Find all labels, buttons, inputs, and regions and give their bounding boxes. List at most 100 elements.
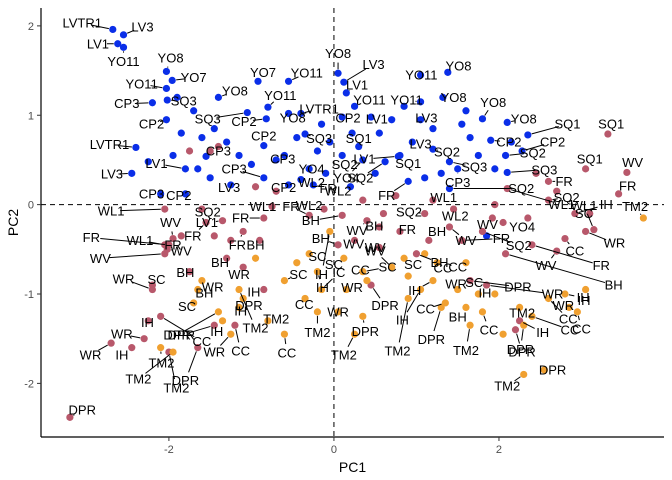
data-point [284,109,293,118]
point-label: TM2 [622,199,648,214]
data-point [157,312,165,320]
data-point [284,181,293,189]
point-label: CC [231,344,250,359]
point-label: BH [195,286,213,301]
label-leader-line [176,78,185,81]
data-point [181,190,190,198]
label-leader-line [318,275,321,280]
data-point [561,234,569,243]
data-point [272,187,280,195]
point-label: IH [316,280,329,295]
data-point [412,250,421,258]
data-point [206,147,214,155]
point-label: YO8 [511,111,537,126]
label-leader-line [90,24,109,30]
data-point [202,218,210,227]
data-point [231,321,239,329]
point-label: CC [559,312,578,327]
point-label: FR [399,222,416,237]
data-point [293,259,301,267]
data-point [144,158,152,166]
label-leader-line [483,315,487,322]
data-point [235,151,243,160]
label-leader-line [358,103,362,106]
point-label: LV3 [131,19,153,34]
data-point [260,142,268,150]
data-point [454,285,462,294]
data-point [416,98,425,106]
point-label: WV [343,236,364,251]
point-label: DPR [507,342,534,357]
point-label: FR [83,230,100,245]
data-point [326,138,334,146]
point-label: FR [319,181,336,196]
data-point [400,254,408,262]
data-point [297,176,305,184]
label-leader-line [242,170,261,178]
y-tick-label: 0 [28,200,34,212]
data-point [342,89,350,97]
point-label: WR [113,271,135,286]
data-point [161,205,169,213]
data-point [163,96,171,104]
label-leader-line [240,293,253,320]
data-point [148,99,156,107]
point-label: BH [431,255,449,270]
label-leader-line [381,257,390,265]
point-label: CP2 [166,188,191,203]
point-label: DPR [235,298,262,313]
point-label: FR [282,199,299,214]
point-label: DPR [163,328,190,343]
data-point [272,156,280,164]
label-leader-line [589,232,607,241]
data-point [639,214,647,222]
data-point [338,211,346,219]
y-tick-label: 2 [28,21,34,33]
point-label: WL1 [430,190,457,205]
point-label: TM2 [453,343,479,358]
point-label: CP2 [251,128,276,143]
label-leader-line [235,329,240,343]
y-tick-label: 1 [28,110,34,122]
data-point [334,69,342,77]
data-point [218,317,227,325]
data-point [317,285,326,294]
point-label: IH [115,347,128,362]
data-point [214,142,223,151]
data-point [590,226,598,234]
point-label: WL2 [442,209,469,224]
point-label: CP2 [271,180,296,195]
data-point [511,326,520,334]
point-label: WR [542,287,564,302]
point-label: YO8 [158,51,184,66]
data-point [260,214,268,222]
point-label: LV1 [366,111,388,126]
label-leader-line [163,317,195,338]
point-label: FR [229,237,246,252]
data-point [421,174,429,182]
label-leader-line [486,232,511,243]
point-label: WR [202,279,224,294]
data-point [157,344,165,352]
data-point [449,205,458,213]
data-point [109,25,117,34]
data-point [478,308,487,316]
point-label: SC [308,249,326,264]
point-label: DPR [508,345,535,360]
point-label: IH [141,315,154,330]
data-point [235,303,243,312]
data-point [466,276,474,285]
label-leader-line [252,118,263,121]
point-label: DPR [172,373,199,388]
point-label: LVTR1 [63,16,103,31]
point-label: YO4 [333,170,359,185]
point-label: SQ2 [520,145,546,160]
label-leader-line [531,126,559,135]
label-leader-line [433,303,442,307]
data-point [239,227,247,236]
data-point [114,40,122,48]
data-point [359,268,367,276]
label-leader-line [322,235,330,266]
data-point [388,116,396,124]
